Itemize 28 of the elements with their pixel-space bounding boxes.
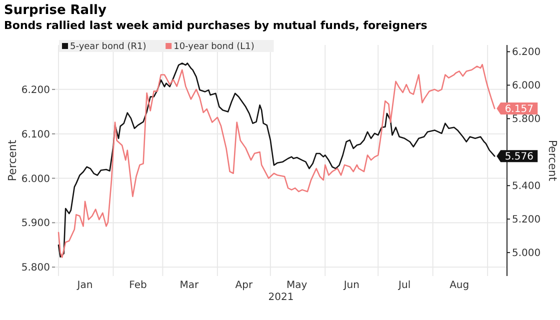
y2-tick-label: 6.200 [512,47,541,58]
x-tick-label: May [286,280,308,291]
y-tick-label: 6.000 [21,174,50,185]
legend-label: 10-year bond (L1) [174,42,254,52]
x-tick-label: Jul [398,280,411,291]
y-tick-label: 6.200 [21,84,50,96]
chart-title: Surprise Rally [4,3,107,18]
y-tick-label: 5.800 [21,262,50,274]
y-tick-label: 5.900 [21,218,50,230]
y2-axis-title: Percent [546,140,559,182]
x-tick-label: Aug [450,280,470,291]
x-tick-label: Apr [235,280,254,291]
chart-subtitle: Bonds rallied last week amid purchases by mutual funds, foreigners [4,19,428,32]
x-tick-label: Jun [342,280,360,291]
y-axis-title: Percent [6,139,19,182]
data-label: 5.576 [504,152,534,163]
x-tick-label: Mar [180,280,200,291]
y2-tick-label: 5.800 [512,114,541,126]
y2-tick-label: 5.200 [512,214,541,226]
legend-label: 5-year bond (R1) [70,42,146,52]
y2-tick-label: 5.400 [512,181,541,192]
y2-tick-label: 5.000 [512,248,541,260]
x-tick-label: Jan [76,280,93,291]
y2-tick-label: 6.000 [512,80,541,92]
data-label: 6.157 [504,104,534,116]
x-tick-label: Feb [129,280,147,291]
x-axis-title: 2021 [268,292,294,303]
y-tick-label: 6.100 [21,129,50,140]
